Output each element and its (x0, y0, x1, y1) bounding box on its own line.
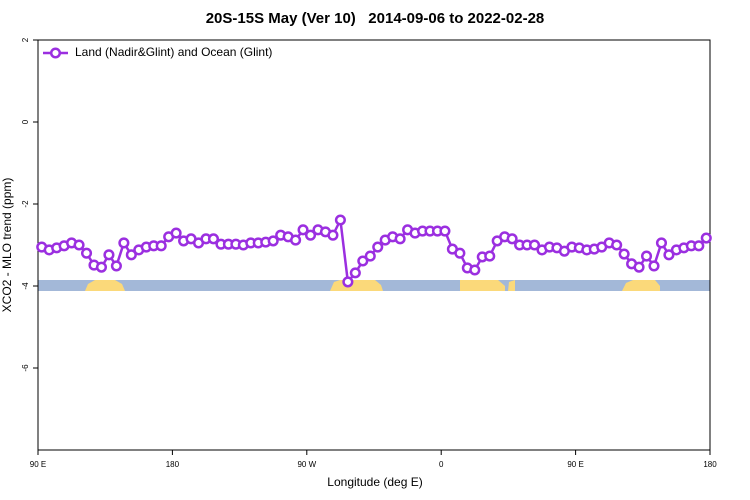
data-point (611, 239, 623, 251)
data-point (290, 234, 302, 246)
x-tick-label: 180 (703, 460, 717, 469)
data-point (663, 249, 675, 261)
data-point (633, 261, 645, 273)
data-point (297, 224, 309, 236)
legend-label: Land (Nadir&Glint) and Ocean (Glint) (75, 45, 272, 59)
data-point (700, 232, 712, 244)
data-point (118, 237, 130, 249)
chart-title: 20S-15S May (Ver 10) 2014-09-06 to 2022-… (206, 10, 545, 27)
y-tick-label: 0 (21, 119, 30, 124)
data-point (372, 241, 384, 253)
data-point (357, 255, 369, 267)
y-tick-label: -6 (21, 364, 30, 372)
y-tick-label: -4 (21, 282, 30, 290)
data-point (327, 229, 339, 241)
y-axis-label: XCO2 - MLO trend (ppm) (0, 178, 14, 313)
data-point (528, 239, 541, 251)
data-point (103, 249, 115, 261)
data-point (618, 248, 630, 260)
data-point (267, 235, 279, 247)
data-point (506, 233, 518, 245)
data-point (125, 249, 137, 261)
data-point (394, 233, 406, 245)
data-point (110, 260, 122, 272)
data-point (484, 250, 496, 262)
land-ocean-strip (38, 280, 710, 291)
y-tick-label: 2 (21, 37, 30, 42)
data-point (207, 233, 220, 245)
data-point (73, 239, 85, 251)
data-point (155, 240, 167, 252)
x-tick-label: 0 (439, 460, 444, 469)
x-tick-label: 90 W (297, 460, 316, 469)
x-tick-label: 90 E (30, 460, 46, 469)
data-point (80, 247, 93, 259)
data-point (693, 240, 705, 252)
data-point (349, 267, 361, 279)
x-axis-label: Longitude (deg E) (327, 475, 422, 489)
data-point (364, 250, 376, 262)
data-point (640, 250, 653, 262)
y-tick-label: -2 (21, 200, 30, 208)
data-point (342, 276, 354, 288)
data-point (439, 225, 451, 237)
data-point (648, 260, 660, 272)
data-point (95, 261, 108, 273)
data-point (454, 247, 466, 259)
data-point (304, 229, 317, 241)
data-point (170, 227, 182, 239)
legend-marker (49, 47, 62, 59)
x-tick-label: 180 (166, 460, 180, 469)
data-point (469, 264, 481, 276)
x-tick-label: 90 E (567, 460, 583, 469)
data-point (334, 214, 346, 226)
data-point (655, 237, 668, 249)
